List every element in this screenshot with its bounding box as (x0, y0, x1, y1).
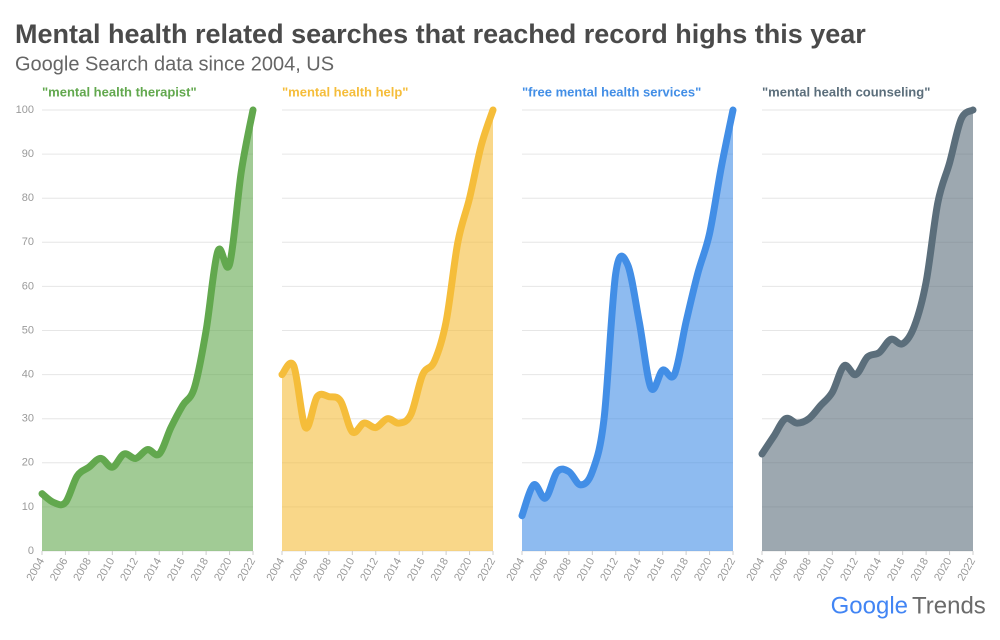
x-tick-label: 2012 (118, 556, 141, 583)
chart-title: Mental health related searches that reac… (15, 19, 866, 49)
x-tick-label: 2014 (622, 556, 645, 583)
panel-title: "free mental health services" (522, 84, 701, 99)
y-tick-label: 10 (22, 501, 34, 513)
x-tick-label: 2016 (405, 556, 428, 583)
y-tick-label: 60 (22, 280, 34, 292)
line (278, 106, 497, 437)
y-tick-label: 100 (16, 104, 34, 116)
area (42, 110, 253, 551)
x-tick-label: 2018 (429, 556, 452, 583)
x-tick-label: 2006 (528, 556, 551, 583)
x-tick-label: 2016 (165, 556, 188, 583)
x-tick-label: 2016 (885, 556, 908, 583)
x-tick-label: 2020 (932, 556, 955, 583)
line (38, 106, 257, 509)
x-tick-label: 2022 (715, 556, 738, 583)
area (522, 110, 733, 551)
x-tick-label: 2008 (791, 556, 814, 583)
x-tick-label: 2004 (24, 556, 47, 583)
x-tick-label: 2022 (235, 556, 258, 583)
x-tick-label: 2008 (71, 556, 94, 583)
x-tick-label: 2022 (475, 556, 498, 583)
x-tick-label: 2020 (452, 556, 475, 583)
y-tick-label: 80 (22, 192, 34, 204)
x-tick-label: 2010 (335, 556, 358, 583)
x-tick-label: 2016 (645, 556, 668, 583)
x-tick-label: 2014 (382, 556, 405, 583)
x-tick-label: 2012 (838, 556, 861, 583)
x-tick-label: 2006 (768, 556, 791, 583)
x-tick-label: 2010 (95, 556, 118, 583)
x-tick-label: 2020 (692, 556, 715, 583)
x-tick-label: 2004 (744, 556, 767, 583)
panel-title: "mental health counseling" (762, 84, 930, 99)
x-tick-label: 2010 (575, 556, 598, 583)
area (282, 110, 493, 551)
x-tick-label: 2004 (264, 556, 287, 583)
x-tick-label: 2012 (358, 556, 381, 583)
x-tick-label: 2010 (815, 556, 838, 583)
y-tick-label: 50 (22, 324, 34, 336)
line (518, 106, 737, 520)
x-tick-label: 2018 (909, 556, 932, 583)
panel-title: "mental health therapist" (42, 84, 197, 99)
y-tick-label: 0 (28, 545, 34, 557)
y-tick-label: 20 (22, 457, 34, 469)
y-tick-label: 90 (22, 148, 34, 160)
panel-title: "mental health help" (282, 84, 408, 99)
x-tick-label: 2014 (862, 556, 885, 583)
x-tick-label: 2022 (955, 556, 978, 583)
logo-brand: Google (831, 592, 908, 619)
x-tick-label: 2006 (48, 556, 71, 583)
x-tick-label: 2020 (212, 556, 235, 583)
x-tick-label: 2018 (669, 556, 692, 583)
y-tick-label: 40 (22, 369, 34, 381)
x-tick-label: 2004 (504, 556, 527, 583)
y-tick-label: 30 (22, 413, 34, 425)
x-tick-label: 2008 (551, 556, 574, 583)
area (762, 110, 973, 551)
logo-product: Trends (912, 592, 986, 619)
line (758, 106, 977, 458)
y-tick-label: 70 (22, 236, 34, 248)
chart-subtitle: Google Search data since 2004, US (15, 53, 334, 75)
x-tick-label: 2014 (142, 556, 165, 583)
x-tick-label: 2006 (288, 556, 311, 583)
x-tick-label: 2012 (598, 556, 621, 583)
x-tick-label: 2008 (311, 556, 334, 583)
x-tick-label: 2018 (189, 556, 212, 583)
